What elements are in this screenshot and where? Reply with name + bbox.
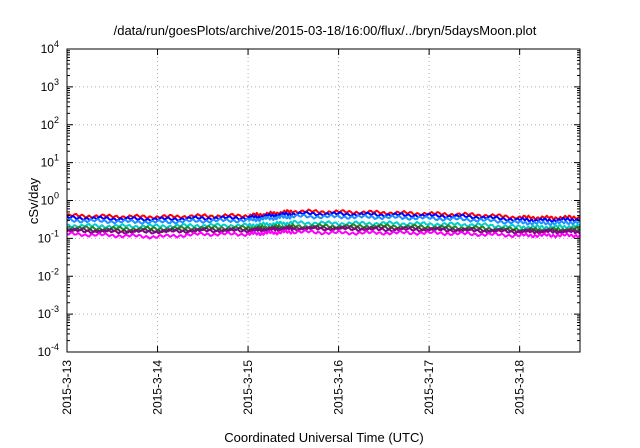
x-tick-label: 2015-3-17 (422, 360, 436, 415)
y-tick-label: 101 (41, 153, 59, 170)
x-tick-label: 2015-3-18 (513, 360, 527, 415)
x-tick-labels: 2015-3-13 2015-3-14 2015-3-15 2015-3-16 2015… (60, 360, 527, 415)
series-lines (66, 208, 581, 240)
x-tick-label: 2015-3-15 (241, 360, 255, 415)
chart-title: /data/run/goesPlots/archive/2015-03-18/1… (114, 23, 537, 38)
y-tick-label: 10-4 (38, 342, 59, 359)
x-tick-label: 2015-3-14 (151, 360, 165, 415)
series-line (66, 208, 581, 221)
series-line (66, 213, 581, 227)
y-axis-label: cSv/day (26, 177, 41, 224)
x-axis-label: Coordinated Universal Time (UTC) (224, 430, 423, 445)
y-tick-label: 103 (41, 77, 59, 94)
y-tick-label: 104 (41, 39, 59, 56)
series-line (66, 229, 581, 240)
y-tick-label: 10-3 (38, 304, 59, 321)
series-line (66, 219, 581, 230)
y-tick-label: 10-2 (38, 266, 59, 283)
series-line (66, 210, 581, 224)
axis-ticks (66, 48, 580, 353)
y-tick-label: 100 (41, 191, 59, 208)
y-tick-label: 102 (41, 115, 59, 132)
x-tick-label: 2015-3-13 (60, 360, 74, 415)
grid-lines (67, 49, 580, 352)
y-tick-labels: 10-4 10-3 10-2 10-1 100 101 102 103 104 (38, 39, 59, 359)
series-line (66, 225, 581, 235)
x-tick-label: 2015-3-16 (332, 360, 346, 415)
y-tick-label: 10-1 (38, 228, 59, 245)
